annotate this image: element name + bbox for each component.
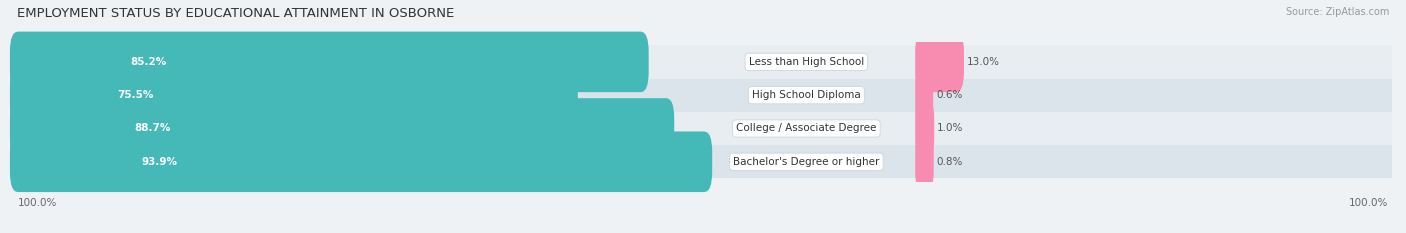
Text: 0.6%: 0.6% <box>936 90 962 100</box>
Text: 75.5%: 75.5% <box>118 90 153 100</box>
Text: 0.8%: 0.8% <box>936 157 963 167</box>
FancyBboxPatch shape <box>915 131 934 192</box>
Text: Bachelor's Degree or higher: Bachelor's Degree or higher <box>733 157 880 167</box>
FancyBboxPatch shape <box>915 32 965 92</box>
Text: 93.9%: 93.9% <box>142 157 177 167</box>
Text: Source: ZipAtlas.com: Source: ZipAtlas.com <box>1285 7 1389 17</box>
Text: College / Associate Degree: College / Associate Degree <box>737 123 876 134</box>
Text: 85.2%: 85.2% <box>131 57 166 67</box>
FancyBboxPatch shape <box>10 131 713 192</box>
FancyBboxPatch shape <box>10 32 648 92</box>
Bar <box>14 112 1392 145</box>
Text: Less than High School: Less than High School <box>749 57 863 67</box>
Text: 100.0%: 100.0% <box>1348 198 1388 208</box>
Text: 100.0%: 100.0% <box>18 198 58 208</box>
Bar <box>14 79 1392 112</box>
FancyBboxPatch shape <box>915 65 934 126</box>
Text: High School Diploma: High School Diploma <box>752 90 860 100</box>
FancyBboxPatch shape <box>10 98 675 159</box>
Text: 1.0%: 1.0% <box>936 123 963 134</box>
Bar <box>14 45 1392 79</box>
FancyBboxPatch shape <box>10 65 578 126</box>
Text: 88.7%: 88.7% <box>135 123 172 134</box>
FancyBboxPatch shape <box>915 98 934 159</box>
Bar <box>14 145 1392 178</box>
Text: 13.0%: 13.0% <box>967 57 1000 67</box>
Text: EMPLOYMENT STATUS BY EDUCATIONAL ATTAINMENT IN OSBORNE: EMPLOYMENT STATUS BY EDUCATIONAL ATTAINM… <box>17 7 454 20</box>
